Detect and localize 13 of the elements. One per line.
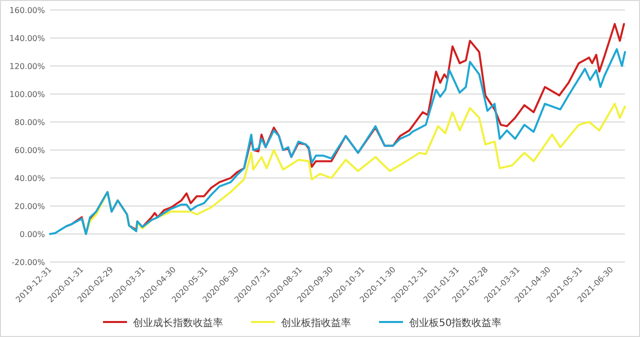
y-tick-label: 80.00% [14,118,46,127]
y-tick-label: 120.00% [9,62,46,71]
y-tick-label: 160.00% [9,6,46,15]
legend-label: 创业板50指数收益率 [409,317,502,329]
y-tick-label: 40.00% [14,174,46,183]
y-tick-label: -20.00% [12,258,46,267]
y-tick-label: 20.00% [14,202,46,211]
y-tick-label: 60.00% [14,146,46,155]
y-tick-label: 140.00% [9,34,46,43]
legend-label: 创业板指收益率 [281,317,351,329]
y-tick-label: 0.00% [20,230,46,239]
legend-label: 创业成长指数收益率 [133,317,223,329]
y-tick-label: 100.00% [9,90,46,99]
